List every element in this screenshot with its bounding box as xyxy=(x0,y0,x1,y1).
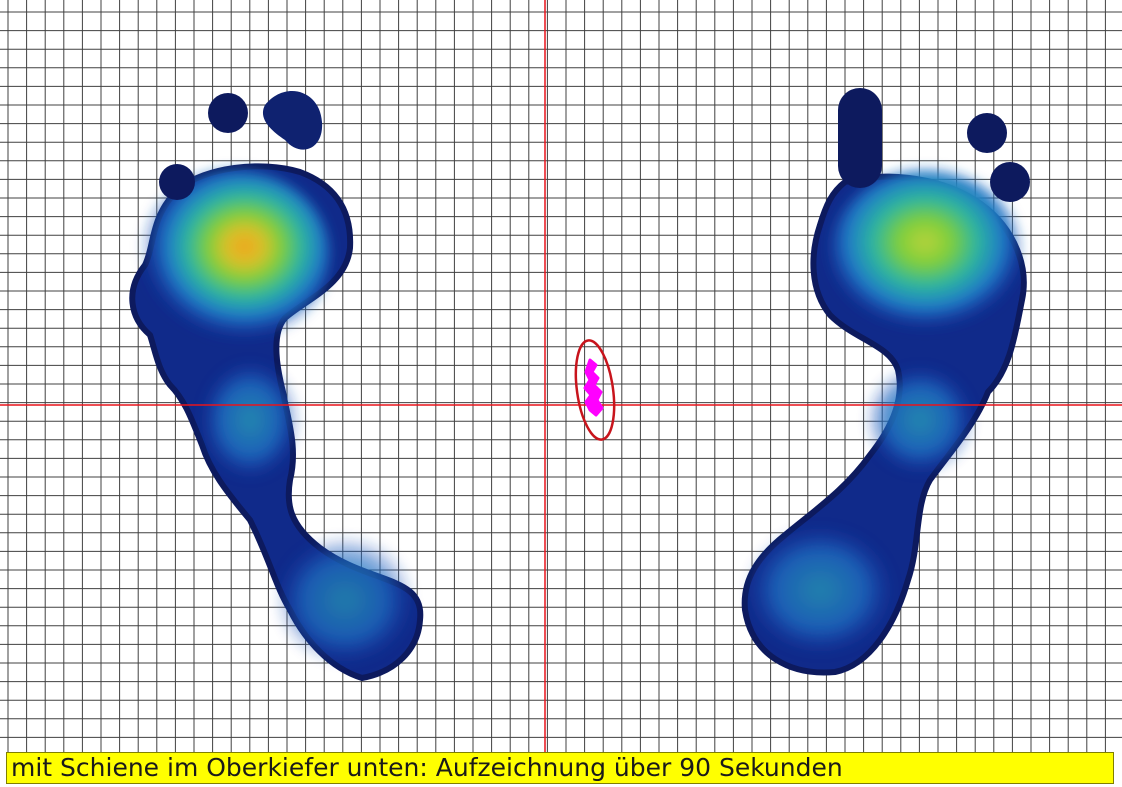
left-toe-2 xyxy=(262,90,323,150)
left-foot-heatmap xyxy=(129,90,424,681)
caption-bar: mit Schiene im Oberkiefer unten: Aufzeic… xyxy=(0,752,1122,787)
right-foot-heatmap xyxy=(741,88,1030,676)
center-of-pressure-trace xyxy=(583,358,604,417)
caption-text: mit Schiene im Oberkiefer unten: Aufzeic… xyxy=(6,752,1114,784)
right-toe-1 xyxy=(838,88,882,188)
left-toe-3 xyxy=(159,164,195,200)
right-toe-3 xyxy=(990,162,1030,202)
right-toe-2 xyxy=(967,113,1007,153)
sway-ellipse xyxy=(574,339,616,441)
pressure-plot xyxy=(0,0,1122,752)
left-toe-1 xyxy=(208,93,248,133)
